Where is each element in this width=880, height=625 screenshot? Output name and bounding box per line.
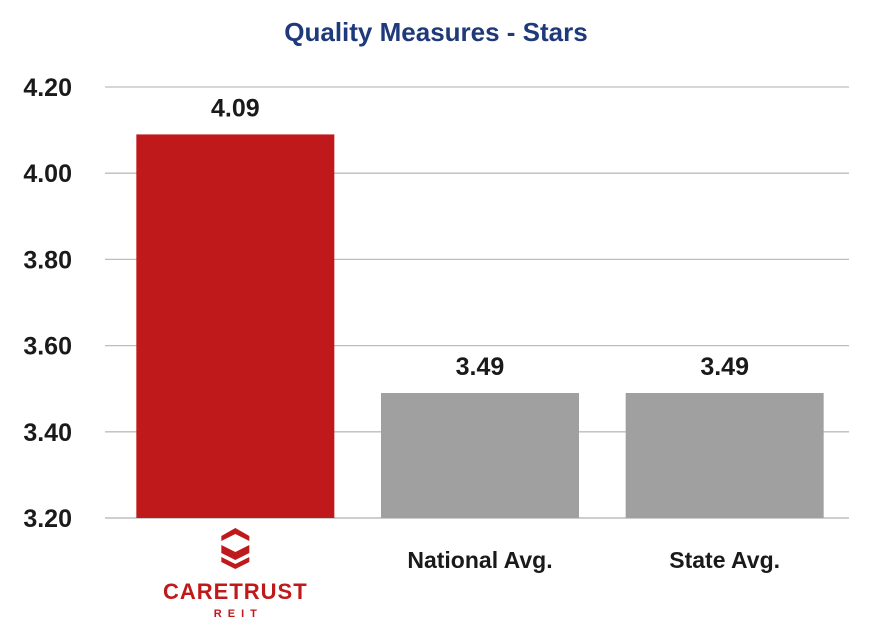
y-tick-label: 3.60 — [23, 333, 72, 361]
bar — [381, 393, 579, 518]
data-label: 3.49 — [456, 353, 505, 381]
y-tick-label: 3.40 — [23, 419, 72, 447]
y-tick-label: 3.20 — [23, 505, 72, 533]
y-tick-label: 3.80 — [23, 246, 72, 274]
caretrust-logo: CARETRUST REIT — [163, 528, 308, 620]
logo-base-icon — [221, 557, 250, 569]
value-labels: 4.09 3.49 3.49 — [211, 94, 749, 381]
data-label: 3.49 — [700, 353, 749, 381]
bar — [136, 134, 335, 518]
category-label: National Avg. — [407, 547, 552, 573]
logo-shield-icon — [221, 545, 250, 560]
data-label: 4.09 — [211, 94, 260, 122]
logo-subtext: REIT — [214, 608, 263, 620]
x-axis-categories: CARETRUST REIT National Avg. State Avg. — [163, 528, 780, 620]
logo-wordmark: CARETRUST — [163, 579, 308, 604]
y-tick-label: 4.20 — [23, 74, 72, 102]
y-tick-label: 4.00 — [23, 160, 72, 188]
category-label: State Avg. — [669, 547, 780, 573]
chart-title: Quality Measures - Stars — [284, 17, 587, 47]
bars — [136, 134, 824, 518]
bar — [625, 393, 824, 518]
y-axis-ticks: 3.20 3.40 3.60 3.80 4.00 4.20 — [23, 74, 72, 533]
logo-chevron-icon — [221, 528, 250, 541]
